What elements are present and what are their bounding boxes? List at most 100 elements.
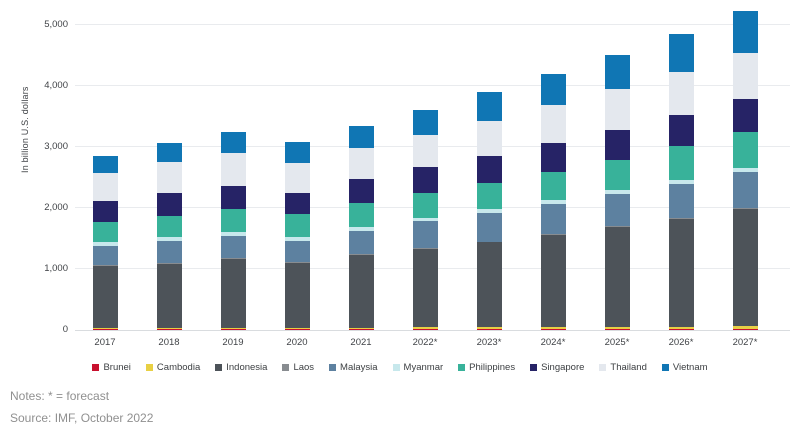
bar-segment-myanmar	[668, 179, 694, 184]
bar-segment-vietnam	[732, 11, 758, 54]
bar-segment-thailand	[412, 134, 438, 168]
legend-item-vietnam: Vietnam	[661, 362, 708, 373]
legend-label: Malaysia	[340, 362, 378, 373]
bar-segment-philippines	[604, 159, 630, 191]
bar-segment-cambodia	[476, 327, 502, 329]
y-axis-tick-label: 4,000	[44, 80, 68, 92]
bar-segment-myanmar	[604, 190, 630, 195]
y-axis-tick-label: 0	[62, 324, 68, 335]
bar-segment-malaysia	[220, 235, 246, 259]
bar-segment-vietnam	[220, 132, 246, 153]
bar-segment-vietnam	[476, 92, 502, 121]
legend-item-malaysia: Malaysia	[329, 362, 378, 373]
legend-label: Philippines	[469, 362, 516, 373]
notes-text: Notes: * = forecast	[10, 389, 110, 403]
stacked-bar-2018	[156, 143, 182, 330]
bar-segment-brunei	[732, 329, 758, 330]
bar-segment-laos	[348, 254, 374, 256]
bar-segment-indonesia	[668, 218, 694, 327]
bar-segment-malaysia	[284, 241, 310, 262]
bar-segment-malaysia	[668, 183, 694, 218]
bar-segment-singapore	[540, 143, 566, 172]
bar-segment-brunei	[412, 328, 438, 330]
bar-segment-singapore	[412, 167, 438, 194]
bar-segment-malaysia	[732, 172, 758, 209]
legend-swatch-icon	[282, 364, 290, 371]
bar-segment-laos	[156, 263, 182, 265]
bar-segment-thailand	[476, 120, 502, 157]
bar-segment-cambodia	[604, 326, 630, 330]
bar-segment-philippines	[284, 214, 310, 237]
bar-segment-myanmar	[732, 167, 758, 173]
bar-segment-malaysia	[476, 213, 502, 242]
bar-segment-cambodia	[540, 326, 566, 330]
bar-segment-singapore	[156, 192, 182, 216]
bar-segment-thailand	[284, 163, 310, 194]
bar-segment-thailand	[540, 105, 566, 144]
bar-segment-indonesia	[284, 263, 310, 328]
bar-segment-brunei	[92, 329, 118, 330]
bar-segment-thailand	[348, 148, 374, 180]
bar-segment-thailand	[668, 71, 694, 115]
bar-segment-brunei	[604, 329, 630, 330]
source-text: Source: IMF, October 2022	[10, 411, 154, 425]
stacked-bar-2023-forecast	[476, 92, 502, 330]
legend-swatch-icon	[458, 364, 466, 371]
x-axis-tick-label: 2019	[222, 337, 244, 348]
bar-segment-philippines	[220, 208, 246, 232]
bar-segment-malaysia	[412, 221, 438, 248]
legend: Brunei Cambodia Indonesia Laos Malaysia Myanm…	[0, 362, 800, 373]
bar-segment-vietnam	[604, 54, 630, 90]
stacked-bar-2021	[348, 126, 374, 330]
bar-segment-brunei	[348, 329, 374, 330]
bar-segment-singapore	[604, 129, 630, 160]
bar-segment-laos	[220, 258, 246, 260]
legend-label: Cambodia	[156, 362, 201, 373]
x-axis-tick-label: 2021	[350, 337, 372, 348]
legend-item-indonesia: Indonesia	[215, 362, 267, 373]
bar-segment-singapore	[476, 156, 502, 184]
y-axis-tick-label: 3,000	[44, 141, 68, 153]
x-axis-tick-label: 2022*	[412, 337, 438, 348]
x-axis-tick-label: 2025*	[604, 337, 630, 348]
bar-segment-laos	[540, 234, 566, 236]
bar-segment-singapore	[348, 179, 374, 204]
stacked-bar-2020	[284, 141, 310, 330]
bar-segment-philippines	[412, 193, 438, 218]
bar-segment-myanmar	[476, 209, 502, 214]
bar-segment-indonesia	[604, 227, 630, 327]
bar-segment-philippines	[348, 203, 374, 228]
stacked-bar-2024-forecast	[540, 73, 566, 330]
bar-segment-indonesia	[412, 248, 438, 328]
legend-label: Indonesia	[226, 362, 268, 373]
bar-segment-malaysia	[540, 204, 566, 235]
bar-segment-brunei	[476, 328, 502, 330]
legend-item-laos: Laos	[282, 362, 314, 373]
legend-item-brunei: Brunei	[92, 362, 131, 373]
legend-swatch-icon	[599, 364, 607, 371]
bar-segment-laos	[604, 226, 630, 228]
bar-segment-thailand	[156, 162, 182, 193]
bar-segment-thailand	[732, 53, 758, 99]
bar-segment-laos	[412, 247, 438, 249]
bar-segment-singapore	[668, 114, 694, 147]
bar-segment-vietnam	[284, 141, 310, 163]
legend-item-singapore: Singapore	[530, 362, 584, 373]
bar-segment-indonesia	[156, 264, 182, 328]
legend-label: Singapore	[541, 362, 585, 373]
bar-segment-vietnam	[92, 156, 118, 174]
bar-segment-brunei	[540, 329, 566, 330]
bar-segment-philippines	[92, 221, 118, 242]
plot-area	[75, 10, 790, 331]
legend-item-myanmar: Myanmar	[392, 362, 443, 373]
legend-label: Brunei	[103, 362, 131, 373]
bar-segment-vietnam	[348, 126, 374, 149]
legend-swatch-icon	[392, 364, 400, 371]
bar-segment-cambodia	[668, 326, 694, 330]
legend-swatch-icon	[530, 364, 538, 371]
bar-segment-vietnam	[156, 143, 182, 163]
bar-segment-singapore	[732, 98, 758, 132]
legend-label: Vietnam	[672, 362, 708, 373]
gridline	[75, 24, 790, 26]
